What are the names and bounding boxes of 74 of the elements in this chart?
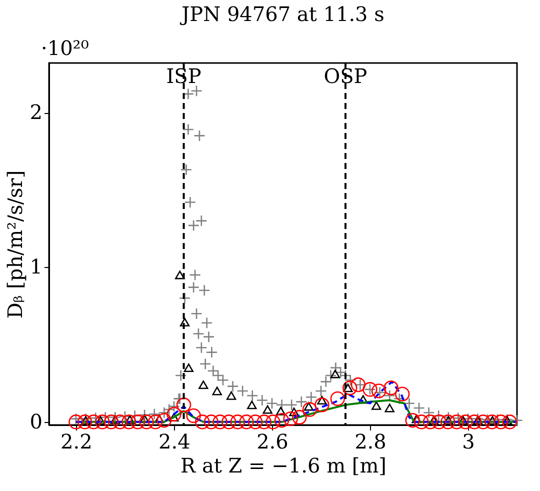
point bbox=[166, 406, 182, 422]
point bbox=[476, 414, 491, 430]
point bbox=[176, 398, 192, 412]
line-series bbox=[74, 380, 518, 423]
ref-line-label: ISP bbox=[166, 64, 202, 88]
point bbox=[384, 404, 394, 412]
point bbox=[467, 414, 482, 430]
point bbox=[175, 270, 185, 280]
point bbox=[186, 408, 201, 424]
point bbox=[256, 414, 272, 430]
point bbox=[139, 414, 154, 430]
point bbox=[283, 411, 298, 426]
point bbox=[86, 414, 101, 430]
y-tick-label: 0 bbox=[30, 409, 42, 434]
point bbox=[156, 413, 172, 428]
point bbox=[292, 410, 307, 425]
point bbox=[330, 391, 345, 406]
point bbox=[226, 391, 236, 400]
point bbox=[371, 384, 386, 398]
point bbox=[130, 414, 146, 430]
point bbox=[493, 414, 508, 430]
point bbox=[449, 414, 464, 430]
chart-title: JPN 94767 at 11.3 s bbox=[180, 2, 384, 26]
point bbox=[230, 414, 246, 430]
x-tick-label: 2.4 bbox=[158, 430, 190, 454]
point bbox=[350, 377, 366, 392]
point bbox=[68, 414, 84, 430]
point bbox=[204, 414, 219, 430]
point bbox=[330, 370, 340, 378]
point bbox=[314, 398, 330, 412]
point bbox=[432, 414, 446, 430]
x-tick-label: 2.8 bbox=[354, 430, 386, 454]
point bbox=[274, 413, 290, 428]
point bbox=[198, 380, 208, 390]
point bbox=[77, 414, 92, 430]
y-tick-label: 2 bbox=[30, 100, 42, 124]
point bbox=[122, 414, 136, 430]
point bbox=[440, 414, 456, 430]
point bbox=[184, 363, 194, 372]
x-tick-label: 3 bbox=[462, 430, 475, 454]
y-axis-title: Dᵦ [ph/m²/s/sr] bbox=[2, 170, 27, 319]
point bbox=[221, 414, 236, 430]
point bbox=[262, 405, 272, 414]
point bbox=[484, 414, 500, 430]
point bbox=[422, 414, 438, 430]
y-tick-label: 1 bbox=[30, 254, 42, 279]
point bbox=[195, 414, 210, 430]
point bbox=[302, 402, 318, 417]
point bbox=[405, 413, 420, 428]
text: ·10²⁰ bbox=[41, 36, 89, 60]
point bbox=[247, 400, 257, 410]
point bbox=[95, 414, 110, 430]
ref-line-label: OSP bbox=[324, 64, 368, 88]
point bbox=[112, 414, 128, 430]
point bbox=[148, 414, 163, 430]
point bbox=[212, 414, 228, 430]
x-tick-label: 2.2 bbox=[60, 430, 92, 454]
x-tick-label: 2.6 bbox=[256, 430, 288, 454]
point bbox=[266, 414, 280, 430]
point bbox=[502, 414, 518, 430]
point bbox=[458, 414, 473, 430]
point bbox=[372, 401, 382, 410]
point bbox=[342, 380, 358, 396]
point bbox=[248, 414, 263, 430]
point bbox=[289, 408, 299, 416]
point bbox=[212, 386, 222, 396]
point bbox=[276, 406, 286, 416]
point bbox=[239, 414, 254, 430]
point bbox=[394, 386, 410, 402]
point bbox=[414, 414, 429, 430]
point bbox=[384, 380, 398, 396]
point bbox=[104, 414, 119, 430]
x-axis-title: R at Z = −1.6 m [m] bbox=[180, 454, 386, 478]
point bbox=[180, 318, 190, 326]
